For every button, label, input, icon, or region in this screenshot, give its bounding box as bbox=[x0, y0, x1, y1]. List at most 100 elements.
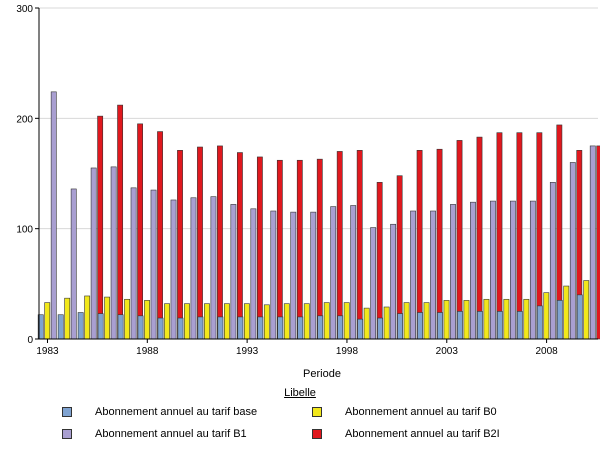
bar bbox=[303, 303, 310, 340]
bar bbox=[343, 302, 350, 340]
bar bbox=[257, 316, 264, 340]
bar bbox=[197, 316, 204, 340]
bar bbox=[177, 317, 184, 340]
bar bbox=[190, 197, 197, 340]
x-tick-label: 2003 bbox=[436, 346, 459, 357]
bar bbox=[443, 300, 450, 340]
bar bbox=[104, 296, 111, 340]
bar bbox=[410, 210, 416, 340]
bar bbox=[164, 303, 170, 340]
bar bbox=[217, 316, 224, 340]
legend-swatch bbox=[62, 429, 72, 439]
bar bbox=[563, 285, 570, 340]
bar bbox=[137, 315, 144, 340]
bar bbox=[436, 148, 443, 340]
bar bbox=[117, 314, 124, 340]
axes bbox=[35, 7, 598, 343]
x-tick-label: 1983 bbox=[36, 346, 59, 357]
x-tick-label: 1998 bbox=[336, 346, 359, 357]
bar bbox=[44, 302, 51, 340]
bar bbox=[356, 150, 363, 340]
bar bbox=[237, 152, 243, 340]
bar bbox=[297, 316, 304, 340]
bar bbox=[397, 313, 403, 340]
x-axis-title: Periode bbox=[303, 368, 341, 380]
bar bbox=[243, 303, 250, 340]
bar bbox=[124, 298, 130, 340]
bar bbox=[217, 145, 223, 340]
bar bbox=[84, 295, 91, 340]
bar bbox=[463, 300, 470, 340]
bar bbox=[310, 211, 317, 340]
bar bbox=[323, 302, 330, 340]
bar bbox=[589, 145, 596, 340]
bar bbox=[230, 204, 237, 340]
bar bbox=[470, 201, 476, 340]
bar bbox=[377, 317, 384, 340]
bar bbox=[423, 302, 430, 340]
bar bbox=[483, 298, 490, 340]
bar bbox=[390, 223, 397, 340]
legend-swatch bbox=[312, 407, 322, 417]
bar bbox=[296, 159, 303, 340]
bar bbox=[276, 159, 283, 340]
bar bbox=[536, 305, 543, 340]
bar bbox=[50, 91, 57, 340]
legend-swatch bbox=[312, 429, 322, 439]
bar bbox=[516, 311, 523, 340]
bar bbox=[330, 206, 337, 340]
bar bbox=[316, 158, 323, 340]
bar bbox=[197, 146, 203, 340]
x-tick-label: 1993 bbox=[236, 346, 259, 357]
bar bbox=[583, 280, 590, 340]
bar bbox=[456, 140, 463, 340]
bar bbox=[350, 205, 357, 340]
bar bbox=[57, 314, 64, 340]
bar bbox=[210, 196, 217, 340]
bar bbox=[416, 150, 423, 340]
y-tick-label: 100 bbox=[16, 225, 33, 236]
bar bbox=[510, 200, 516, 340]
bar bbox=[277, 316, 284, 340]
bar bbox=[556, 300, 563, 340]
bar bbox=[497, 311, 503, 340]
bar bbox=[144, 300, 150, 340]
bar bbox=[70, 188, 77, 340]
bar bbox=[270, 210, 277, 340]
bar bbox=[130, 187, 137, 340]
legend-label: Abonnement annuel au tarif B0 bbox=[345, 406, 497, 418]
legend: Libelle Abonnement annuel au tarif base A… bbox=[0, 385, 600, 450]
legend-title: Libelle bbox=[284, 387, 316, 399]
bar bbox=[137, 123, 143, 340]
bars bbox=[37, 91, 600, 340]
bar bbox=[110, 166, 117, 340]
bar bbox=[317, 315, 324, 340]
bar bbox=[250, 208, 257, 340]
y-tick-label: 300 bbox=[16, 4, 33, 15]
bar bbox=[376, 182, 383, 340]
bar bbox=[117, 104, 124, 340]
bar bbox=[237, 316, 244, 340]
bar bbox=[543, 292, 550, 340]
bar bbox=[90, 167, 97, 340]
y-tick-label: 0 bbox=[27, 335, 33, 346]
legend-label: Abonnement annuel au tarif B2I bbox=[345, 428, 500, 440]
bar bbox=[283, 303, 290, 340]
bar bbox=[476, 136, 483, 340]
y-tick-label: 200 bbox=[16, 114, 33, 125]
x-tick-label: 2008 bbox=[535, 346, 558, 357]
bar bbox=[336, 151, 343, 340]
bar bbox=[184, 303, 190, 340]
bar bbox=[477, 311, 483, 340]
legend-label: Abonnement annuel au tarif B1 bbox=[95, 428, 247, 440]
bar bbox=[77, 312, 84, 340]
bar bbox=[450, 204, 456, 340]
bar bbox=[383, 306, 390, 340]
bar bbox=[569, 162, 576, 340]
bar bbox=[224, 303, 230, 340]
legend-label: Abonnement annuel au tarif base bbox=[95, 406, 258, 418]
bar bbox=[157, 131, 163, 340]
bar bbox=[337, 315, 344, 340]
bar bbox=[357, 318, 364, 340]
bar bbox=[457, 311, 463, 340]
